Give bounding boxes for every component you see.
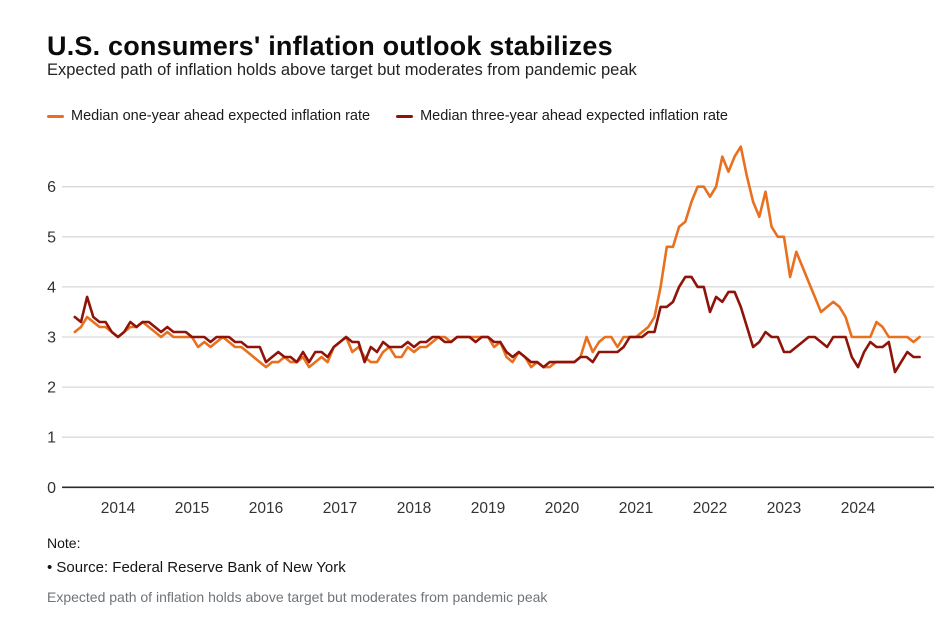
legend-item-three-year: Median three-year ahead expected inflati… (396, 108, 728, 124)
page-subtitle: Expected path of inflation holds above t… (47, 61, 637, 79)
source-text: • Source: Federal Reserve Bank of New Yo… (47, 559, 346, 576)
legend-label-one-year: Median one-year ahead expected inflation… (71, 108, 371, 124)
y-tick-label: 3 (47, 330, 56, 347)
x-tick-label: 2014 (101, 500, 136, 517)
y-tick-label: 0 (47, 480, 56, 497)
x-tick-label: 2018 (397, 500, 431, 517)
x-tick-label: 2023 (767, 500, 801, 517)
x-tick-label: 2021 (619, 500, 653, 517)
x-tick-label: 2015 (175, 500, 209, 517)
x-tick-label: 2016 (249, 500, 283, 517)
x-tick-label: 2024 (841, 500, 876, 517)
legend-label-three-year: Median three-year ahead expected inflati… (420, 108, 728, 124)
legend-item-one-year: Median one-year ahead expected inflation… (47, 108, 370, 124)
y-tick-label: 4 (47, 279, 56, 296)
series-line-one-year (73, 145, 921, 369)
x-tick-label: 2019 (471, 500, 505, 517)
x-tick-label: 2017 (323, 500, 357, 517)
y-tick-label: 1 (47, 430, 56, 447)
chart-caption: Expected path of inflation holds above t… (47, 589, 548, 605)
note-label: Note: (47, 535, 81, 551)
x-tick-label: 2020 (545, 500, 580, 517)
series-line-three-year (73, 275, 921, 374)
y-tick-label: 5 (47, 229, 56, 246)
y-tick-label: 2 (47, 380, 56, 397)
legend-swatch-one-year-icon (47, 114, 64, 118)
legend-swatch-three-year-icon (396, 114, 414, 118)
page-title: U.S. consumers' inflation outlook stabil… (47, 31, 613, 62)
chart-legend: Median one-year ahead expected inflation… (47, 108, 728, 124)
y-tick-label: 6 (47, 179, 56, 196)
x-tick-label: 2022 (693, 500, 727, 517)
